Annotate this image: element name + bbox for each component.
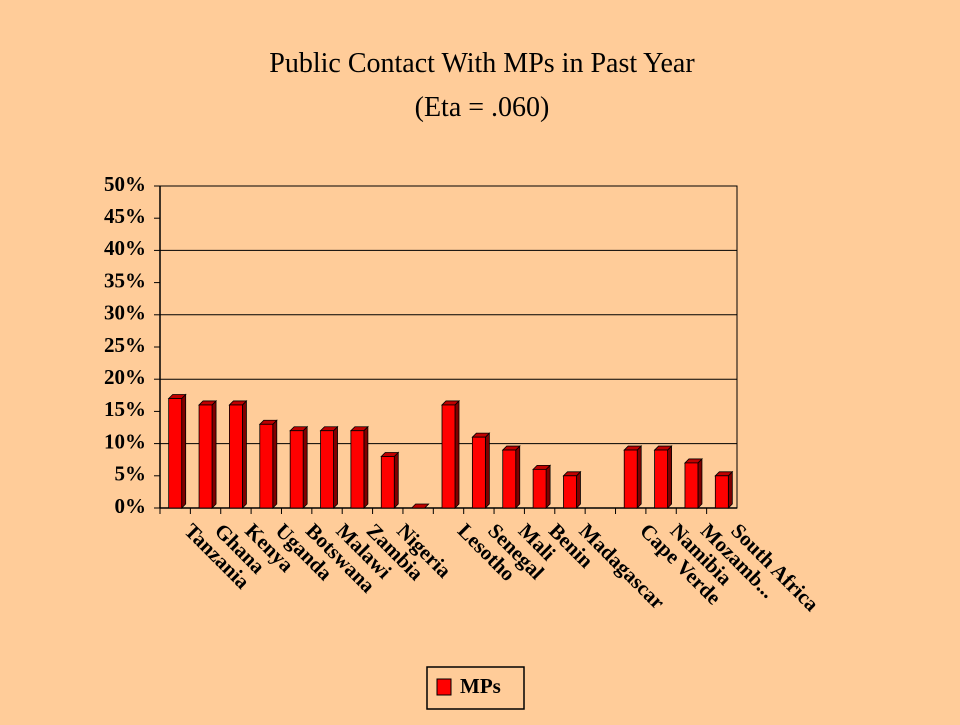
bar-front: [320, 430, 334, 509]
y-tick-label: 45%: [104, 204, 146, 228]
bar-side: [636, 445, 642, 509]
bar: [471, 432, 491, 509]
legend: MPs: [426, 666, 525, 710]
bar: [623, 445, 643, 509]
chart-title: Public Contact With MPs in Past Year: [269, 48, 695, 79]
bar-front: [350, 430, 365, 509]
bar: [349, 425, 369, 509]
bar-front: [563, 475, 577, 509]
bar-side: [515, 445, 521, 509]
bar: [683, 457, 703, 509]
bar-side: [454, 399, 460, 509]
bar: [441, 399, 460, 509]
bar-front: [259, 423, 274, 509]
y-tick-label: 40%: [104, 236, 146, 260]
bar-front: [198, 404, 213, 509]
y-tick-label: 10%: [104, 429, 146, 453]
bar-side: [302, 425, 308, 509]
bar-side: [545, 464, 551, 509]
bar-front: [168, 398, 183, 509]
bar: [380, 451, 400, 509]
bar-front: [380, 456, 395, 509]
bar: [562, 470, 582, 509]
bar: [228, 399, 248, 509]
bar-side: [211, 399, 217, 509]
bar: [289, 425, 309, 509]
bar-front: [714, 475, 729, 509]
legend-box: [426, 666, 525, 710]
bar-side: [697, 457, 703, 509]
y-tick-label: 30%: [104, 301, 146, 325]
bar-front: [532, 468, 547, 509]
bar-front: [471, 436, 486, 509]
y-tick-label: 15%: [104, 397, 146, 421]
bar-side: [242, 399, 247, 509]
bar: [653, 445, 673, 509]
chart-subtitle: (Eta = .060): [415, 92, 550, 123]
bar-front: [502, 449, 517, 509]
bar-side: [667, 445, 672, 509]
legend-swatch: [436, 678, 452, 696]
bar-front: [684, 462, 699, 509]
bar: [198, 399, 218, 509]
bar-side: [576, 470, 581, 509]
y-tick-label: 35%: [104, 268, 146, 292]
bar-front: [654, 449, 668, 509]
bar-side: [181, 393, 187, 509]
bar-side: [484, 432, 490, 509]
bar-front: [441, 404, 456, 509]
bar-front: [289, 430, 304, 509]
bar-side: [363, 425, 369, 509]
bar: [258, 419, 278, 509]
bar-front: [623, 449, 638, 509]
y-tick-label: 0%: [115, 494, 147, 518]
y-tick-label: 25%: [104, 333, 146, 357]
y-tick-label: 5%: [115, 462, 147, 486]
bar-side: [393, 451, 399, 509]
bar: [532, 464, 552, 509]
bar: [167, 393, 187, 509]
bar: [319, 425, 339, 509]
bar-front: [229, 404, 243, 509]
bar-side: [727, 470, 733, 509]
bar-side: [272, 419, 278, 509]
legend-label: MPs: [460, 674, 501, 698]
bar: [501, 445, 521, 509]
y-tick-label: 50%: [104, 172, 146, 196]
bar: [410, 503, 430, 509]
bar-top: [410, 503, 430, 509]
y-tick-label: 20%: [104, 365, 146, 389]
bar-side: [333, 425, 338, 509]
bar: [714, 470, 734, 509]
